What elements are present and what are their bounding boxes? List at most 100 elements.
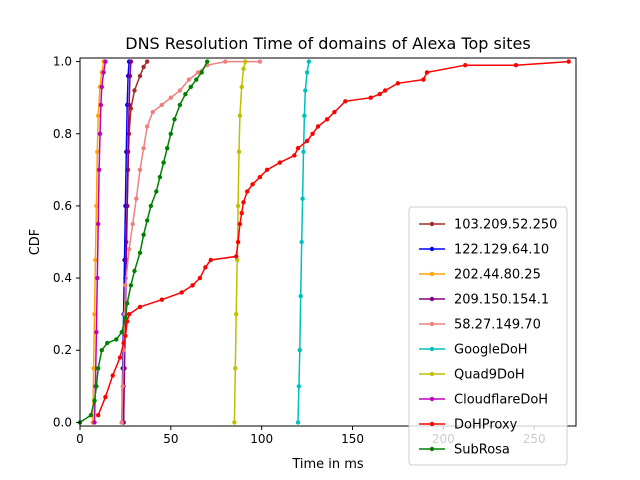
legend-item: 209.150.154.1 <box>419 293 549 308</box>
data-point <box>96 167 102 172</box>
data-point <box>304 138 310 144</box>
data-point <box>235 203 241 209</box>
data-point <box>92 398 97 403</box>
data-point <box>94 384 99 389</box>
data-point <box>235 257 240 263</box>
data-point <box>96 413 101 418</box>
data-point <box>123 333 128 338</box>
data-point <box>197 275 203 281</box>
data-point <box>128 283 134 288</box>
data-point <box>88 413 94 418</box>
data-point <box>566 59 571 64</box>
data-point <box>343 99 348 104</box>
legend: 103.209.52.250 122.129.64.10 202.44.80.25 2… <box>408 206 568 466</box>
data-point <box>292 153 297 158</box>
legend-item: Quad9DoH <box>419 368 525 383</box>
data-point <box>126 247 132 252</box>
x-axis-label: Time in ms <box>291 457 364 472</box>
data-point <box>383 88 388 93</box>
chart-title: DNS Resolution Time of domains of Alexa … <box>125 34 530 53</box>
data-point <box>239 210 244 216</box>
x-tick-label: 50 <box>163 432 178 446</box>
data-point <box>199 70 204 75</box>
legend-swatch-marker <box>429 246 435 252</box>
data-point <box>277 160 283 165</box>
data-point <box>103 394 108 400</box>
data-point <box>236 149 242 154</box>
legend-label: 209.150.154.1 <box>454 293 549 308</box>
data-point <box>117 355 123 360</box>
y-tick-label: 0.6 <box>53 199 72 213</box>
data-point <box>148 203 154 209</box>
y-tick-label: 1.0 <box>53 55 72 69</box>
data-point <box>126 312 132 317</box>
series-4 <box>119 59 263 425</box>
y-tick-label: 0.2 <box>53 343 72 357</box>
data-point <box>377 91 382 97</box>
data-point <box>177 88 183 93</box>
data-point <box>96 113 101 118</box>
data-point <box>95 149 100 154</box>
data-point <box>205 59 210 64</box>
legend-label: CloudflareDoH <box>454 393 548 408</box>
legend-swatch-marker <box>429 321 435 327</box>
data-point <box>310 131 315 136</box>
data-point <box>233 366 238 371</box>
legend-item: CloudflareDoH <box>419 393 548 408</box>
data-point <box>424 70 430 75</box>
data-point <box>232 420 237 425</box>
legend-item: 122.129.64.10 <box>419 243 549 258</box>
data-point <box>195 70 201 75</box>
data-point <box>127 73 133 79</box>
y-axis-ticks: 0.0 0.2 0.4 0.6 0.8 1.0 <box>53 55 80 429</box>
y-tick-label: 0.4 <box>53 271 72 285</box>
data-point <box>168 95 173 100</box>
data-point <box>179 290 184 295</box>
plot-area-frame <box>79 57 577 427</box>
data-point <box>126 102 132 108</box>
data-point <box>243 59 248 64</box>
legend-item: DoHProxy <box>419 418 518 433</box>
data-point <box>137 167 143 172</box>
data-point <box>186 77 192 82</box>
legend-item: SubRosa <box>419 443 510 458</box>
legend-label: SubRosa <box>454 443 510 458</box>
data-point <box>395 81 401 86</box>
data-point <box>125 149 131 154</box>
y-axis-label: CDF <box>28 229 43 256</box>
data-point <box>99 84 105 90</box>
data-point <box>92 420 97 425</box>
data-point <box>295 146 301 151</box>
legend-item: 58.27.149.70 <box>419 318 541 333</box>
data-point <box>239 84 244 90</box>
data-point <box>125 203 130 209</box>
data-point <box>297 348 302 353</box>
data-point <box>302 113 307 118</box>
data-point <box>295 420 301 425</box>
data-point <box>421 77 426 82</box>
data-point <box>237 113 243 118</box>
legend-swatch-marker <box>429 271 435 277</box>
x-tick-label: 0 <box>76 432 84 446</box>
data-point <box>150 109 155 115</box>
legend-swatch-marker <box>429 346 435 352</box>
data-point <box>121 340 126 346</box>
legend-swatch-marker <box>429 296 435 302</box>
data-point <box>223 59 228 64</box>
data-point <box>159 297 164 302</box>
series-5 <box>295 59 312 425</box>
legend-swatch-marker <box>429 221 435 227</box>
data-point <box>120 384 125 389</box>
data-point <box>125 301 130 306</box>
data-point <box>154 189 159 194</box>
legend-label: 103.209.52.250 <box>454 218 557 233</box>
data-point <box>137 73 143 79</box>
legend-label: Quad9DoH <box>454 368 525 383</box>
legend-item: GoogleDoH <box>419 343 528 358</box>
data-point <box>241 200 246 205</box>
legend-swatch-marker <box>429 446 435 452</box>
data-point <box>304 70 310 75</box>
data-point <box>130 221 135 227</box>
series-6 <box>232 59 248 425</box>
